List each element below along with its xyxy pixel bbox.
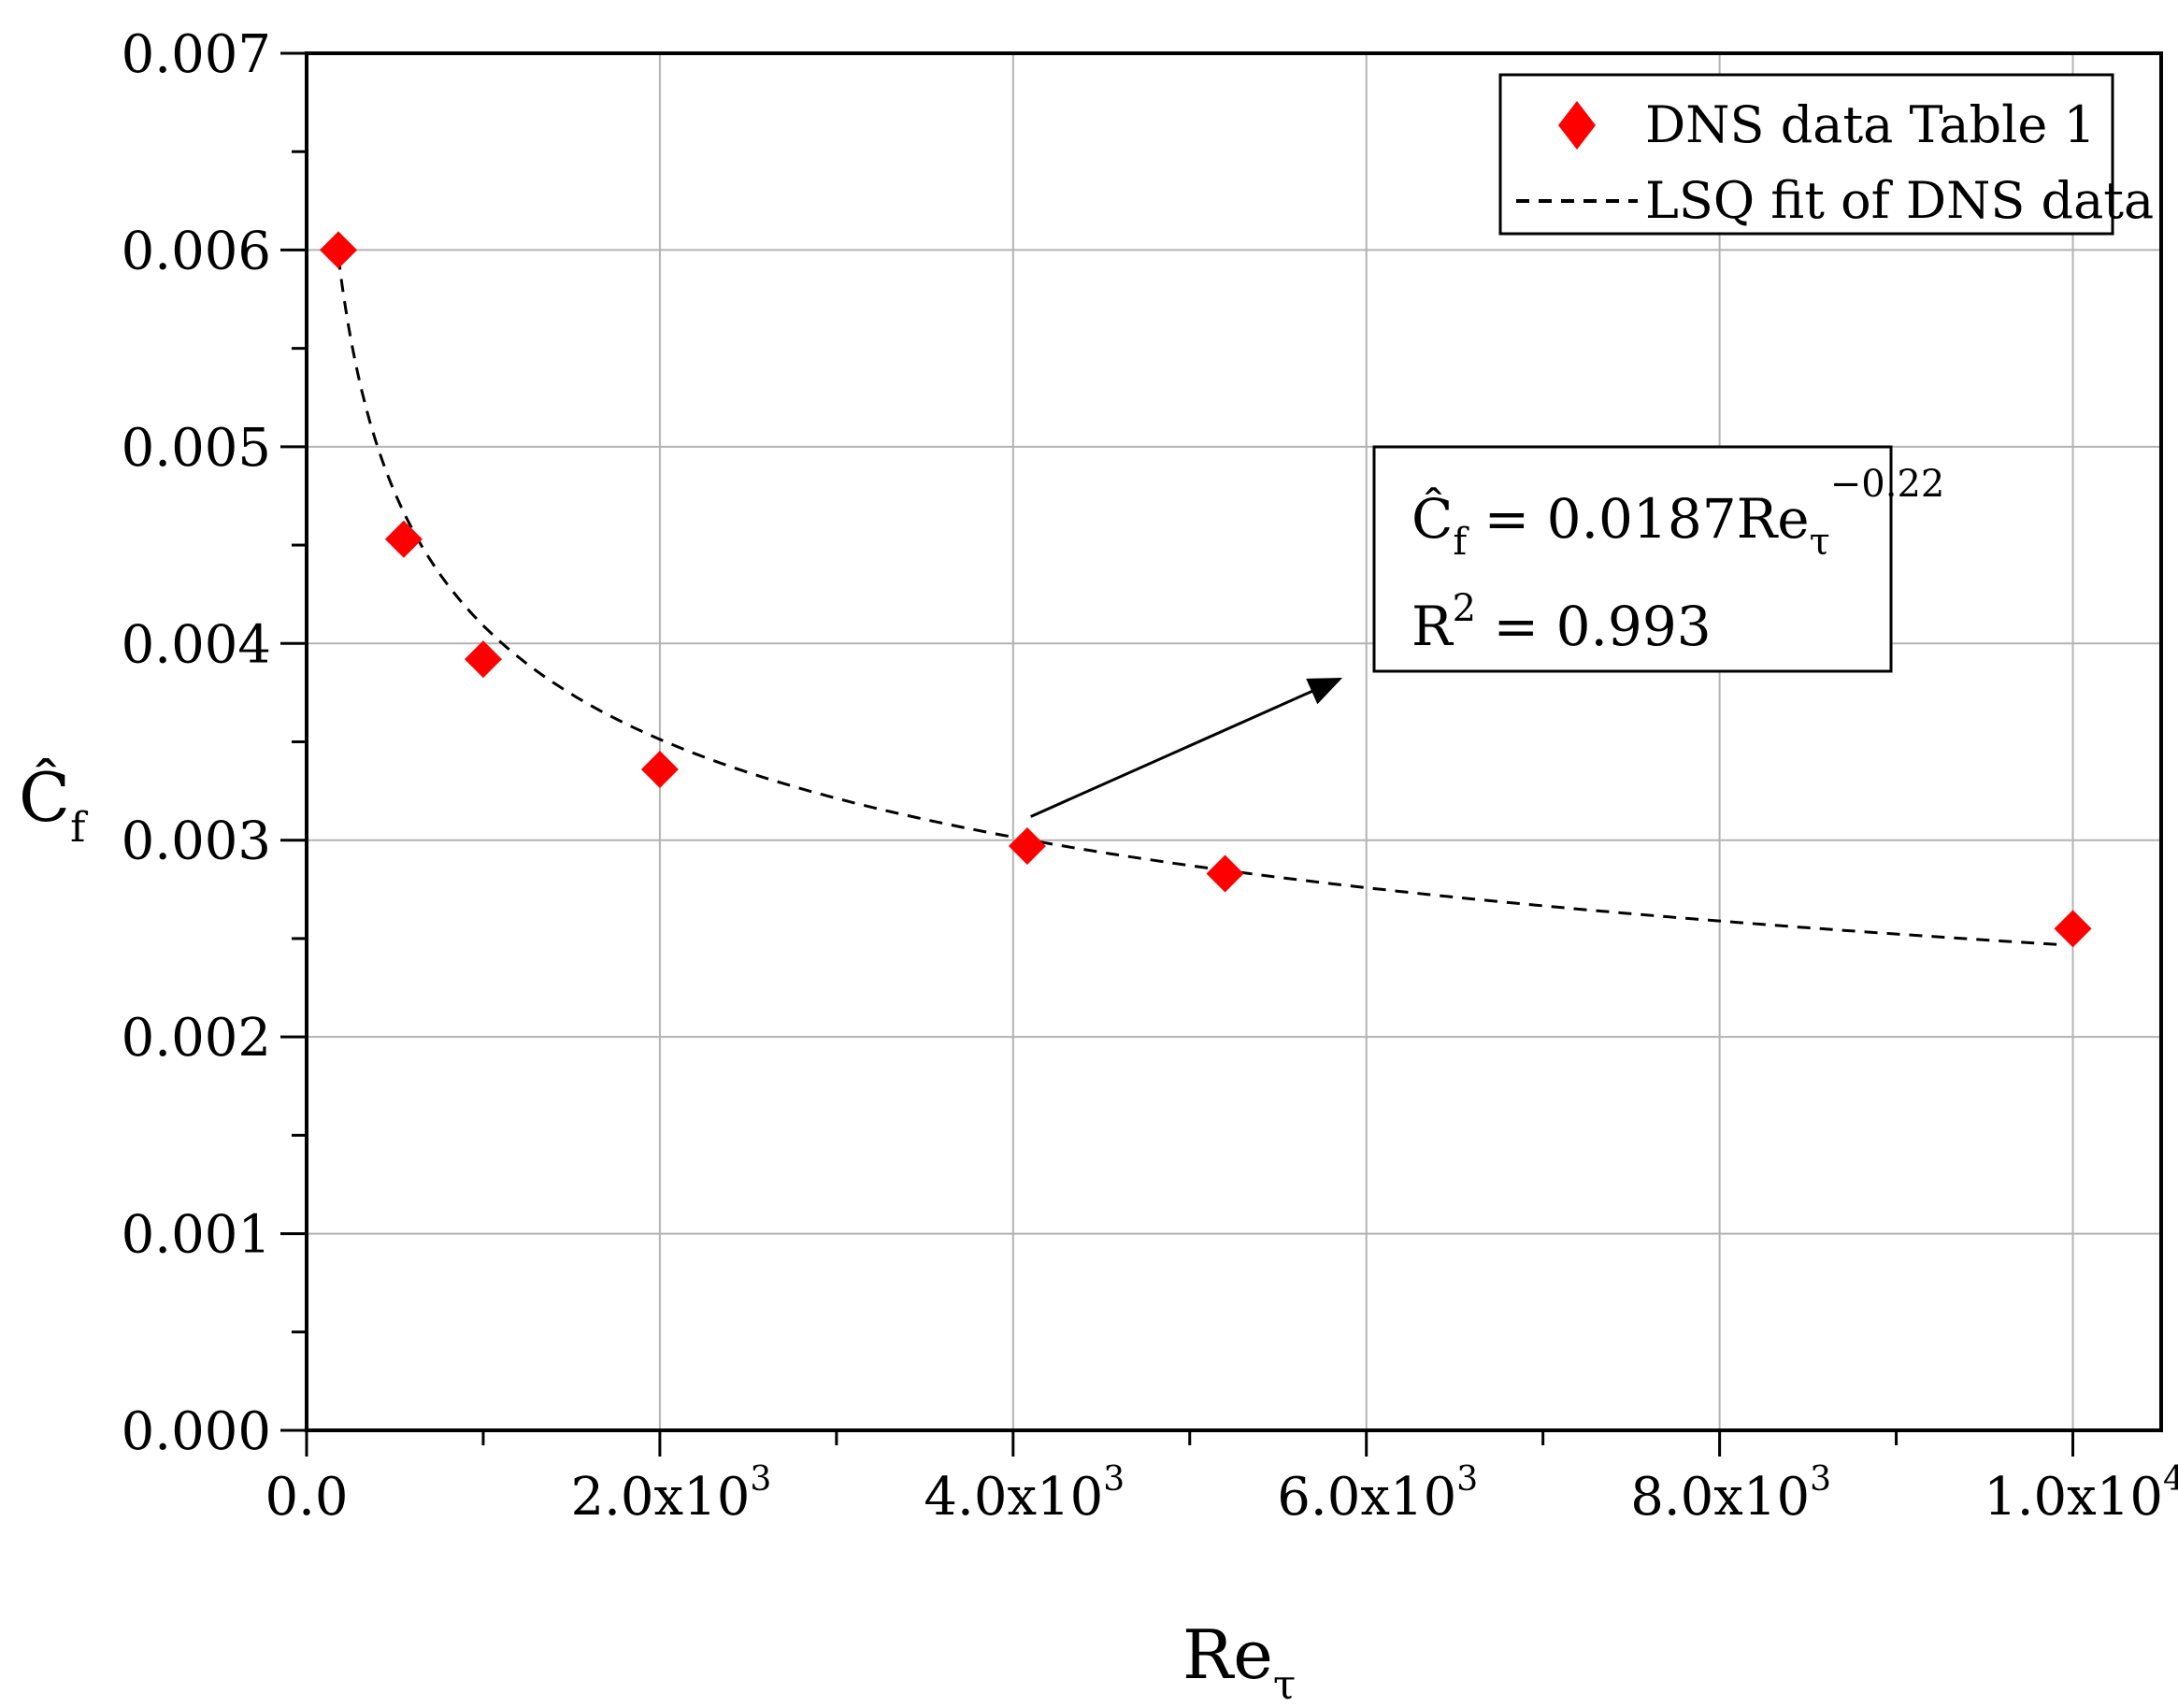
grid-lines bbox=[307, 53, 2161, 1430]
fit-equation-text: Ĉf = 0.0187Reτ−0.22 bbox=[1411, 463, 1944, 564]
data-point-2 bbox=[464, 640, 502, 679]
eq-body-sup: −0.22 bbox=[1830, 463, 1945, 506]
eq-lhs-sub: f bbox=[1453, 521, 1469, 564]
y-tick-label-7: 0.007 bbox=[122, 24, 271, 85]
plot-frame bbox=[305, 51, 2163, 1432]
data-point-4 bbox=[1008, 827, 1046, 866]
y-tick-label-3: 0.003 bbox=[122, 811, 271, 872]
y-tick-label-4: 0.004 bbox=[122, 614, 271, 675]
y-tick-label-5: 0.005 bbox=[122, 418, 271, 479]
data-point-1 bbox=[384, 520, 423, 558]
eq-lhs: Ĉ bbox=[1411, 487, 1453, 551]
tick-marks bbox=[280, 51, 2075, 1457]
eq-body: = 0.0187Re bbox=[1467, 487, 1809, 551]
fit-curve-line bbox=[337, 256, 2065, 947]
data-point-6 bbox=[2054, 910, 2092, 948]
x-tick-label-3: 6.0x103 bbox=[1277, 1460, 1478, 1528]
data-point-0 bbox=[320, 231, 358, 269]
legend-label-fit: LSQ fit of DNS data bbox=[1645, 171, 2154, 230]
r-squared-text: R2 = 0.993 bbox=[1411, 587, 1712, 658]
r2-rest: = 0.993 bbox=[1476, 595, 1712, 658]
legend-label-dns: DNS data Table 1 bbox=[1645, 95, 2096, 154]
legend: DNS data Table 1 LSQ fit of DNS data bbox=[1498, 73, 2154, 236]
r2-base: R bbox=[1411, 595, 1454, 658]
y-tick-label-6: 0.006 bbox=[122, 221, 271, 281]
x-axis-title-main: Re bbox=[1182, 1615, 1273, 1694]
data-point-5 bbox=[1206, 854, 1244, 893]
tick-labels: 0.000 0.001 0.002 0.003 0.004 0.005 0.006 0.007… bbox=[122, 24, 2178, 1528]
data-markers-layer bbox=[320, 231, 2092, 948]
x-tick-label-0: 0.0 bbox=[265, 1467, 348, 1528]
x-tick-label-4: 8.0x103 bbox=[1630, 1460, 1831, 1528]
y-tick-label-1: 0.001 bbox=[122, 1205, 271, 1266]
y-tick-label-0: 0.000 bbox=[122, 1401, 271, 1462]
y-axis-title-sub: f bbox=[70, 804, 88, 852]
annotation-box bbox=[1372, 445, 1893, 673]
x-tick-label-5: 1.0x104 bbox=[1984, 1460, 2178, 1528]
fit-equation-annotation: Ĉf = 0.0187Reτ−0.22 R2 = 0.993 bbox=[1372, 445, 1944, 673]
x-tick-label-1: 2.0x103 bbox=[570, 1460, 771, 1528]
x-tick-label-2: 4.0x103 bbox=[924, 1460, 1125, 1528]
r2-sup: 2 bbox=[1453, 587, 1476, 630]
annotation-arrow bbox=[1030, 677, 1343, 818]
data-point-3 bbox=[640, 750, 679, 788]
y-axis-title: Ĉf bbox=[19, 756, 88, 852]
x-axis-title: Reτ bbox=[1182, 1615, 1296, 1708]
legend-marker-diamond bbox=[1558, 101, 1596, 150]
eq-body-sub: τ bbox=[1810, 521, 1830, 564]
y-axis-title-main: Ĉ bbox=[19, 756, 70, 837]
x-axis-title-sub: τ bbox=[1273, 1661, 1296, 1708]
fit-curve-layer bbox=[337, 256, 2065, 947]
y-tick-label-2: 0.002 bbox=[122, 1008, 271, 1069]
legend-box bbox=[1498, 73, 2114, 236]
